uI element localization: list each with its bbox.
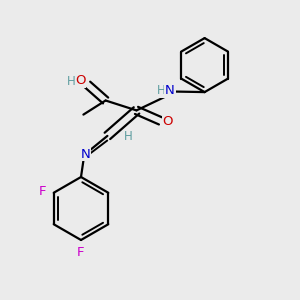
Text: H: H: [157, 84, 166, 97]
Text: N: N: [165, 84, 175, 97]
Text: H: H: [67, 75, 76, 88]
Text: N: N: [81, 148, 90, 161]
Text: O: O: [75, 74, 85, 88]
Text: F: F: [77, 245, 85, 259]
Text: O: O: [163, 115, 173, 128]
Text: H: H: [123, 130, 132, 143]
Text: F: F: [39, 185, 46, 198]
